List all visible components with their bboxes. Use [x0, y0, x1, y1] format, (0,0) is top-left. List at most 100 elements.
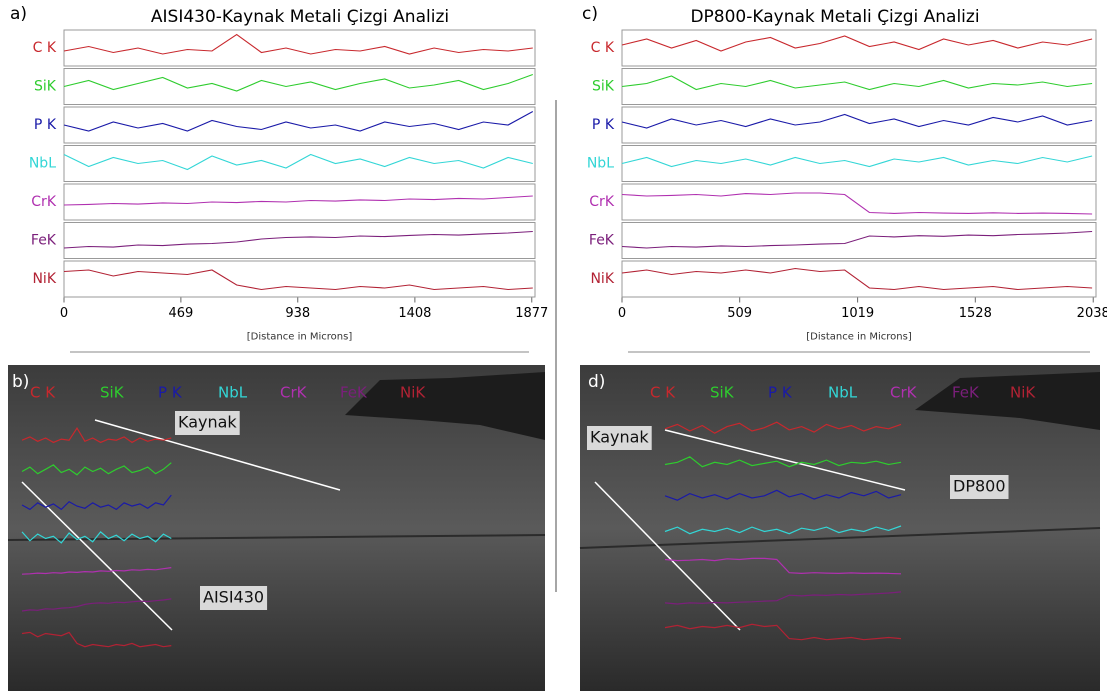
series-name: FeK — [31, 233, 57, 249]
x-tick-label: 1408 — [398, 306, 431, 321]
sem-crack — [579, 527, 1101, 549]
trace — [63, 195, 533, 206]
legend-entry: P K — [768, 384, 793, 402]
trace — [21, 494, 172, 511]
trace — [63, 73, 533, 92]
series-name: FeK — [589, 233, 615, 249]
x-tick-label: 509 — [727, 306, 752, 321]
strip — [63, 145, 536, 182]
sem-image — [580, 365, 1100, 691]
series-name: CrK — [589, 194, 615, 210]
sem-feature — [915, 372, 1100, 430]
series-name: SiK — [592, 79, 615, 95]
legend-entry: NiK — [400, 384, 426, 402]
annotation: AISI430 — [203, 588, 264, 607]
trace — [621, 113, 1093, 129]
strip — [63, 68, 536, 105]
series-name: NbL — [29, 156, 56, 172]
strip — [621, 29, 1097, 67]
legend-entry: NbL — [218, 384, 248, 402]
legend-entry: NiK — [1010, 384, 1036, 402]
trace — [621, 155, 1093, 168]
x-tick-label: 2038 — [1077, 306, 1107, 321]
x-axis-label: [Distance in Microns] — [247, 332, 353, 343]
trace — [664, 421, 902, 434]
series-name: P K — [592, 117, 615, 133]
trace — [21, 462, 172, 476]
legend-entry: FeK — [340, 384, 368, 402]
annotation-box — [587, 426, 652, 450]
legend-entry: SiK — [710, 384, 735, 402]
annotation-box — [200, 586, 268, 610]
trace — [621, 192, 1093, 215]
trace — [21, 426, 172, 444]
strip — [63, 29, 536, 67]
series-name: NiK — [32, 271, 56, 287]
annotation: Kaynak — [590, 428, 649, 447]
trace — [21, 531, 172, 544]
trace — [21, 631, 172, 648]
weld-line — [664, 429, 906, 491]
legend-entry: P K — [158, 384, 183, 402]
weld-line — [594, 481, 741, 631]
series-name: SiK — [34, 79, 57, 95]
chart-title: DP800-Kaynak Metali Çizgi Analizi — [690, 7, 979, 27]
x-tick-label: 469 — [168, 306, 193, 321]
x-axis-label: [Distance in Microns] — [806, 332, 912, 343]
strip — [621, 183, 1097, 221]
strip — [63, 183, 536, 221]
legend-entry: CrK — [280, 384, 308, 402]
strip — [621, 260, 1097, 298]
strip — [621, 222, 1097, 259]
trace — [21, 567, 172, 575]
panel-label: a) — [10, 4, 27, 24]
trace — [664, 456, 902, 468]
trace — [21, 598, 172, 612]
legend-entry: SiK — [100, 384, 125, 402]
series-name: NbL — [587, 156, 614, 172]
trace — [621, 230, 1093, 249]
x-tick-label: 1528 — [959, 306, 992, 321]
weld-line — [94, 419, 341, 491]
annotation: DP800 — [953, 477, 1006, 496]
x-tick-label: 1877 — [515, 306, 548, 321]
legend-entry: C K — [30, 384, 56, 402]
series-name: C K — [591, 40, 615, 56]
trace — [621, 35, 1093, 52]
x-tick-label: 938 — [285, 306, 310, 321]
annotation-box — [175, 411, 240, 435]
trace — [664, 591, 902, 605]
trace — [63, 153, 533, 171]
x-tick-label: 0 — [60, 306, 68, 321]
panel-label: c) — [582, 4, 598, 24]
chart-title: AISI430-Kaynak Metali Çizgi Analizi — [151, 7, 449, 27]
annotation-box — [950, 475, 1009, 499]
x-tick-label: 1019 — [841, 306, 874, 321]
sem-feature — [345, 372, 545, 440]
panel-label: b) — [12, 372, 29, 392]
legend-entry: NbL — [828, 384, 858, 402]
trace — [664, 525, 902, 535]
series-name: CrK — [31, 194, 57, 210]
strip — [63, 222, 536, 259]
legend-entry: FeK — [952, 384, 980, 402]
series-name: P K — [34, 117, 57, 133]
trace — [621, 75, 1093, 91]
annotation: Kaynak — [178, 413, 237, 432]
trace — [664, 489, 902, 501]
trace — [63, 230, 533, 249]
panel-label: d) — [588, 372, 605, 392]
sem-crack — [7, 534, 546, 541]
trace — [664, 623, 902, 641]
trace — [664, 557, 902, 575]
strip — [621, 106, 1097, 144]
trace — [63, 111, 534, 132]
trace — [63, 33, 533, 55]
strip — [63, 260, 536, 298]
series-name: C K — [33, 40, 57, 56]
x-tick-label: 0 — [618, 306, 626, 321]
trace — [621, 267, 1093, 291]
legend-entry: C K — [650, 384, 676, 402]
series-name: NiK — [590, 271, 614, 287]
